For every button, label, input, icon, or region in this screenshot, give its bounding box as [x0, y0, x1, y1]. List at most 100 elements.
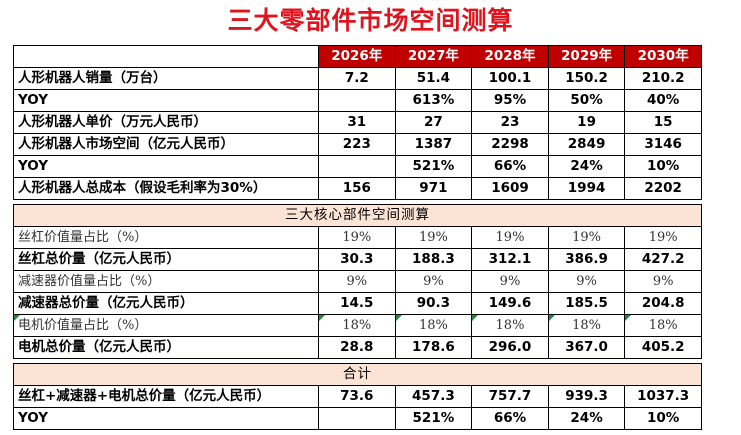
- table-cell: 156: [318, 177, 396, 200]
- table-cell: 405.2: [624, 336, 702, 359]
- table-cell: 10%: [624, 407, 702, 430]
- table-cell: 18%: [624, 314, 702, 337]
- table-cell: 24%: [547, 407, 626, 430]
- table-cell: 1037.3: [624, 385, 702, 408]
- table-cell: 9%: [547, 270, 626, 293]
- row-label: 丝杠+减速器+电机总价量（亿元人民币）: [13, 385, 319, 408]
- table-row: 减速器总价量（亿元人民币） 14.5 90.3 149.6 185.5 204.…: [13, 292, 702, 315]
- table-cell: 66%: [471, 407, 549, 430]
- table-cell: 19%: [318, 226, 396, 249]
- table-cell: 15: [624, 111, 702, 134]
- table-cell: 971: [394, 177, 473, 200]
- row-label: 丝杠总价量（亿元人民币）: [13, 248, 319, 271]
- table-cell: 210.2: [624, 67, 702, 90]
- row-label: 减速器总价量（亿元人民币）: [13, 292, 319, 315]
- year-header: 2027年: [394, 45, 473, 68]
- table-row: YOY 521% 66% 24% 10%: [13, 407, 702, 430]
- header-row: 2026年 2027年 2028年 2029年 2030年: [13, 45, 702, 68]
- row-label: YOY: [13, 407, 319, 430]
- table-cell: 2202: [624, 177, 702, 200]
- table-cell: 9%: [471, 270, 549, 293]
- table-cell: 19%: [624, 226, 702, 249]
- table-cell: 3146: [624, 133, 702, 156]
- table-cell: 18%: [547, 314, 626, 337]
- header-corner-cell: [13, 45, 319, 68]
- table-row: 电机总价量（亿元人民币） 28.8 178.6 296.0 367.0 405.…: [13, 336, 702, 359]
- table-cell: [318, 407, 396, 430]
- table-cell: 150.2: [547, 67, 626, 90]
- table-cell: 28.8: [318, 336, 396, 359]
- table-cell: 2298: [471, 133, 549, 156]
- table-cell: 30.3: [318, 248, 396, 271]
- year-header: 2028年: [471, 45, 549, 68]
- section-row: 三大核心部件空间测算: [13, 204, 702, 227]
- table-cell: 178.6: [394, 336, 473, 359]
- table-row: 人形机器人总成本（假设毛利率为30%） 156 971 1609 1994 22…: [13, 177, 702, 200]
- table-row: 丝杠+减速器+电机总价量（亿元人民币） 73.6 457.3 757.7 939…: [13, 385, 702, 408]
- row-label: 人形机器人市场空间（亿元人民币）: [13, 133, 319, 156]
- year-header: 2030年: [624, 45, 702, 68]
- row-label: 电机总价量（亿元人民币）: [13, 336, 319, 359]
- row-label: 人形机器人单价（万元人民币）: [13, 111, 319, 134]
- year-header: 2026年: [318, 45, 396, 68]
- row-label: YOY: [13, 155, 319, 178]
- table-cell: 386.9: [547, 248, 626, 271]
- row-label: 电机价值量占比（%）: [13, 314, 319, 337]
- section-row: 合计: [13, 363, 702, 386]
- table-cell: 149.6: [471, 292, 549, 315]
- table-cell: 1994: [547, 177, 626, 200]
- table-cell: 185.5: [547, 292, 626, 315]
- table-cell: 19%: [394, 226, 473, 249]
- row-label: 减速器价值量占比（%）: [13, 270, 319, 293]
- table-row: YOY 521% 66% 24% 10%: [13, 155, 702, 178]
- table-cell: 100.1: [471, 67, 549, 90]
- table-cell: 521%: [394, 407, 473, 430]
- table-cell: 9%: [394, 270, 473, 293]
- table-cell: 14.5: [318, 292, 396, 315]
- table-cell: 18%: [318, 314, 396, 337]
- table-cell: 521%: [394, 155, 473, 178]
- table-cell: 457.3: [394, 385, 473, 408]
- table-cell: 367.0: [547, 336, 626, 359]
- table-cell: [318, 155, 396, 178]
- table-cell: 296.0: [471, 336, 549, 359]
- table-cell: 7.2: [318, 67, 396, 90]
- table-cell: 31: [318, 111, 396, 134]
- table-cell: 40%: [624, 89, 702, 112]
- table-cell: 613%: [394, 89, 473, 112]
- table-cell: 24%: [547, 155, 626, 178]
- table-row: 人形机器人市场空间（亿元人民币） 223 1387 2298 2849 3146: [13, 133, 702, 156]
- table-cell: 50%: [547, 89, 626, 112]
- row-label: 人形机器人总成本（假设毛利率为30%）: [13, 177, 319, 200]
- row-label: 丝杠价值量占比（%）: [13, 226, 319, 249]
- market-space-table: 2026年 2027年 2028年 2029年 2030年 人形机器人销量（万台…: [13, 45, 702, 430]
- row-label: 人形机器人销量（万台）: [13, 67, 319, 90]
- table-cell: 19%: [471, 226, 549, 249]
- table-cell: 9%: [318, 270, 396, 293]
- table-row: 人形机器人单价（万元人民币） 31 27 23 19 15: [13, 111, 702, 134]
- table-cell: 66%: [471, 155, 549, 178]
- table-cell: 73.6: [318, 385, 396, 408]
- table-cell: 312.1: [471, 248, 549, 271]
- table-cell: 1609: [471, 177, 549, 200]
- table-cell: 19%: [547, 226, 626, 249]
- table-row: YOY 613% 95% 50% 40%: [13, 89, 702, 112]
- table-cell: 18%: [471, 314, 549, 337]
- table-cell: 27: [394, 111, 473, 134]
- table-cell: 51.4: [394, 67, 473, 90]
- table-cell: 2849: [547, 133, 626, 156]
- table-cell: 757.7: [471, 385, 549, 408]
- table-cell: 90.3: [394, 292, 473, 315]
- table-row: 减速器价值量占比（%） 9% 9% 9% 9% 9%: [13, 270, 702, 293]
- table-cell: 10%: [624, 155, 702, 178]
- section-title: 合计: [13, 363, 702, 386]
- table-cell: 204.8: [624, 292, 702, 315]
- year-header: 2029年: [547, 45, 626, 68]
- table-cell: 427.2: [624, 248, 702, 271]
- page-title: 三大零部件市场空间测算: [227, 6, 514, 35]
- table-cell: 9%: [624, 270, 702, 293]
- table-cell: [318, 89, 396, 112]
- table-cell: 188.3: [394, 248, 473, 271]
- table-row: 电机价值量占比（%） 18% 18% 18% 18% 18%: [13, 314, 702, 337]
- table-row: 丝杠价值量占比（%） 19% 19% 19% 19% 19%: [13, 226, 702, 249]
